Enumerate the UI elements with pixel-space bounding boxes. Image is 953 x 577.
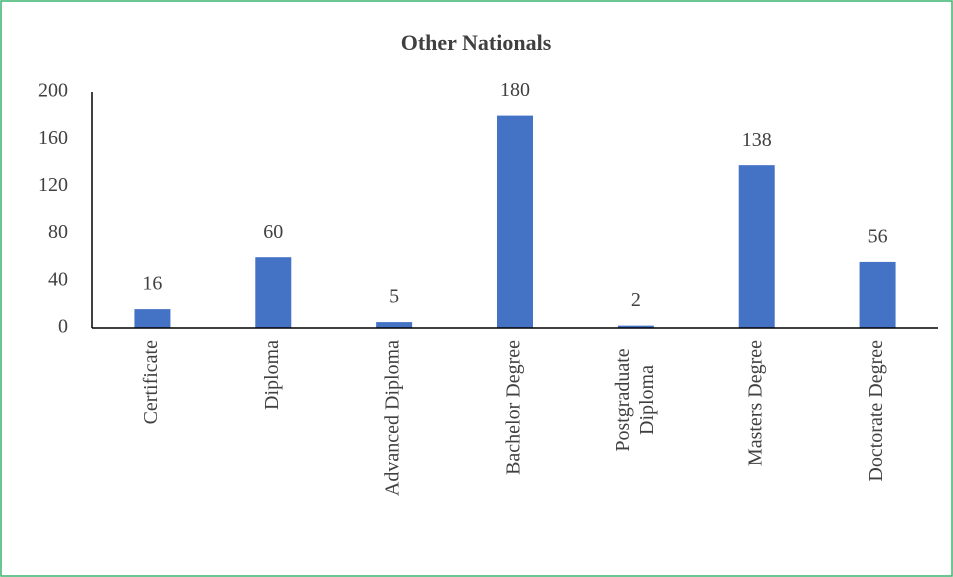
y-tick-label: 160	[38, 127, 68, 149]
data-label: 16	[142, 273, 162, 295]
x-tick-label: Certificate	[140, 340, 162, 425]
data-label: 138	[742, 129, 772, 151]
bar	[497, 115, 533, 328]
bar	[617, 325, 654, 328]
y-tick-label: 200	[38, 80, 68, 102]
x-tick-label: Advanced Diploma	[382, 340, 404, 496]
bar	[255, 257, 292, 328]
y-tick-label: 0	[58, 316, 68, 338]
bar	[738, 165, 775, 328]
x-tick-label: Masters Degree	[744, 340, 766, 466]
x-tick-label: Bachelor Degree	[503, 340, 525, 475]
y-tick-label: 120	[38, 174, 68, 196]
data-label: 5	[389, 286, 399, 308]
y-tick-label: 80	[48, 221, 68, 243]
data-label: 2	[631, 289, 641, 311]
x-tick-label: Diploma	[261, 340, 283, 410]
bar	[859, 261, 896, 328]
data-label: 56	[868, 226, 888, 248]
data-label: 60	[263, 221, 283, 243]
bar	[376, 322, 413, 328]
x-tick-label: Postgraduate Diploma	[611, 348, 657, 451]
chart-title: Other Nationals	[401, 30, 552, 55]
data-label: 180	[500, 79, 530, 101]
bar	[134, 309, 171, 328]
x-tick-label: Doctorate Degree	[865, 340, 887, 482]
y-tick-label: 40	[48, 268, 68, 290]
